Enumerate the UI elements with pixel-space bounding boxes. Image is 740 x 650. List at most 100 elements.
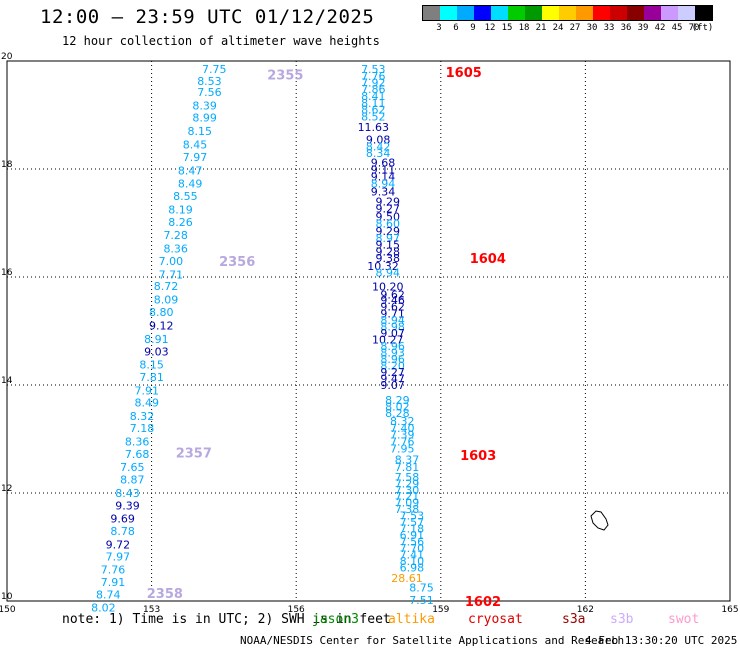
- wave-height-label: 9.03: [144, 346, 169, 359]
- wave-height-label: 9.27: [376, 202, 401, 215]
- page-title: 12:00 — 23:59 UTC 01/12/2025: [40, 6, 375, 28]
- wave-height-label: 8.49: [135, 396, 160, 409]
- wave-height-label: 8.02: [385, 401, 410, 414]
- wave-height-label: 7.65: [120, 461, 145, 474]
- track-east: 7.537.767.927.868.418.118.628.5211.639.0…: [358, 63, 434, 607]
- pass-number-label: 2357: [176, 447, 212, 462]
- wave-height-label: 9.15: [376, 239, 401, 252]
- satellite-name: jason3: [312, 612, 359, 627]
- legend-label: 24: [552, 23, 564, 33]
- wave-height-label: 7.76: [101, 564, 126, 577]
- wave-height-label: 8.41: [361, 90, 386, 103]
- wave-height-label: 8.62: [361, 104, 386, 117]
- wave-height-label: 9.08: [366, 133, 391, 146]
- wave-height-label: 7.00: [159, 255, 184, 268]
- wave-height-label: 8.11: [361, 97, 386, 110]
- wave-height-label: 7.29: [395, 477, 420, 490]
- wave-height-label: 7.39: [390, 429, 415, 442]
- legend-label: 45: [671, 23, 683, 33]
- wave-height-label: 7.57: [400, 516, 425, 529]
- wave-height-label: 8.32: [390, 415, 415, 428]
- wave-height-label: 8.37: [395, 454, 420, 467]
- legend-label: 36: [620, 23, 632, 33]
- wave-height-label: 8.49: [178, 178, 203, 191]
- wave-height-label: 9.07: [380, 379, 405, 392]
- wave-height-label: 9.50: [376, 211, 401, 224]
- x-tick-label: 156: [288, 605, 305, 615]
- wave-height-label: 8.94: [371, 178, 396, 191]
- wave-height-label: 7.92: [361, 77, 386, 90]
- wave-height-label: 8.94: [376, 267, 401, 280]
- pass-number-label: 2355: [267, 69, 303, 84]
- wave-height-label: 9.11: [371, 164, 396, 177]
- wave-height-label: 8.96: [380, 353, 405, 366]
- wave-height-label: 7.81: [395, 461, 420, 474]
- wave-height-label: 8.55: [173, 190, 198, 203]
- wave-height-label: 9.29: [376, 195, 401, 208]
- y-tick-label: 16: [1, 268, 13, 278]
- wave-height-label: 7.91: [101, 576, 126, 589]
- legend-swatch: [474, 6, 491, 20]
- wave-height-label: 7.97: [183, 151, 208, 164]
- legend-swatch: [610, 6, 627, 20]
- wave-height-label: 7.97: [106, 551, 131, 564]
- legend-label: 70: [688, 23, 700, 33]
- wave-height-label: 8.96: [380, 340, 405, 353]
- satellite-name: s3b: [610, 612, 634, 627]
- legend-swatch: [457, 6, 474, 20]
- wave-height-label: 8.15: [188, 125, 213, 138]
- wave-height-label: 7.56: [400, 536, 425, 549]
- legend-label: 27: [569, 23, 581, 33]
- wave-height-label: 9.07: [380, 327, 405, 340]
- wave-height-label: 8.74: [96, 589, 121, 602]
- wave-height-label: 8.34: [366, 147, 391, 160]
- wave-height-label: 7.75: [202, 63, 227, 76]
- wave-height-label: 7.58: [395, 471, 420, 484]
- wave-height-label: 10.27: [372, 334, 404, 347]
- legend-swatch: [678, 6, 695, 20]
- legend-label: 6: [453, 23, 459, 33]
- legend-label: 30: [586, 23, 598, 33]
- legend-label: 12: [484, 23, 496, 33]
- x-tick-label: 159: [432, 605, 449, 615]
- wave-height-label: 9.29: [376, 225, 401, 238]
- legend-swatch: [576, 6, 593, 20]
- wave-height-label: 9.71: [380, 308, 405, 321]
- wave-height-label: 7.30: [395, 484, 420, 497]
- x-tick-label: 153: [143, 605, 160, 615]
- legend-swatch: [593, 6, 610, 20]
- wave-height-label: 7.81: [139, 371, 164, 384]
- wave-height-label: 8.29: [385, 394, 410, 407]
- timestamp: 4 Feb 13:30:20 UTC 2025: [585, 634, 738, 647]
- x-tick-label: 165: [721, 605, 738, 615]
- track-west: 7.758.537.568.398.998.158.457.978.478.49…: [91, 63, 226, 614]
- credit-text: NOAA/NESDIS Center for Satellite Applica…: [240, 634, 625, 647]
- legend-swatch: [695, 6, 712, 20]
- wave-height-label: 7.76: [390, 436, 415, 449]
- wave-height-label: 8.36: [125, 436, 150, 449]
- wave-height-label: 7.18: [130, 422, 155, 435]
- wave-height-label: 9.69: [110, 512, 135, 525]
- wave-height-label: 7.40: [390, 422, 415, 435]
- wave-height-label: 8.15: [139, 358, 164, 371]
- wave-height-label: 8.10: [400, 555, 425, 568]
- wave-height-label: 8.80: [149, 306, 174, 319]
- legend-label: 21: [535, 23, 547, 33]
- wave-height-label: 9.68: [371, 157, 396, 170]
- wave-height-label: 8.28: [385, 407, 410, 420]
- legend-labels: 3 6 9 12 15 18 21 24 27 30 33 36 39 42 45 70 (ft): [422, 21, 713, 33]
- wave-height-label: 9.62: [380, 288, 405, 301]
- legend-swatch: [644, 6, 661, 20]
- footer-note: note: 1) Time is in UTC; 2) SWH is in fe…: [62, 612, 391, 627]
- wave-height-label: 11.63: [358, 121, 390, 134]
- wave-height-label: 9.28: [376, 246, 401, 259]
- wave-height-label: 9.47: [380, 373, 405, 386]
- legend-swatch: [423, 6, 440, 20]
- wave-height-label: 8.99: [192, 112, 217, 125]
- x-tick-label: 162: [577, 605, 594, 615]
- legend-label: 3: [436, 23, 442, 33]
- legend-swatch: [627, 6, 644, 20]
- wave-height-label: 7.56: [197, 86, 222, 99]
- pass-number-label: 2358: [147, 587, 183, 602]
